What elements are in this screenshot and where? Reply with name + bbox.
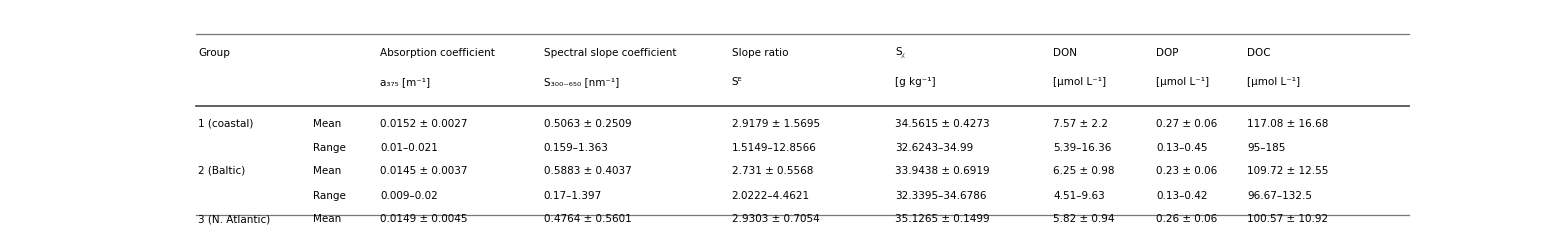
Text: 0.23 ± 0.06: 0.23 ± 0.06 [1157,166,1218,176]
Text: 95–185: 95–185 [1247,143,1285,153]
Text: 32.6243–34.99: 32.6243–34.99 [895,143,973,153]
Text: 0.26 ± 0.06: 0.26 ± 0.06 [1157,214,1218,224]
Text: Range: Range [313,143,346,153]
Text: 2.731 ± 0.5568: 2.731 ± 0.5568 [732,166,814,176]
Text: DOC: DOC [1247,48,1271,58]
Text: 5.82 ± 0.94: 5.82 ± 0.94 [1053,214,1114,224]
Text: 0.17–1.397: 0.17–1.397 [543,190,603,201]
Text: 0.5883 ± 0.4037: 0.5883 ± 0.4037 [543,166,631,176]
Text: S₃₀₀₋₆₅₀ [nm⁻¹]: S₃₀₀₋₆₅₀ [nm⁻¹] [543,77,620,87]
Text: S⁁: S⁁ [895,47,905,58]
Text: 0.01–0.021: 0.01–0.021 [380,143,438,153]
Text: [μmol L⁻¹]: [μmol L⁻¹] [1247,77,1301,87]
Text: 0.13–0.42: 0.13–0.42 [1157,190,1208,201]
Text: 4.51–9.63: 4.51–9.63 [1053,190,1105,201]
Text: [g kg⁻¹]: [g kg⁻¹] [895,77,936,87]
Text: 0.0152 ± 0.0027: 0.0152 ± 0.0027 [380,119,468,129]
Text: 0.159–1.363: 0.159–1.363 [543,143,609,153]
Text: 2 (Baltic): 2 (Baltic) [199,166,246,176]
Text: 2.0222–4.4621: 2.0222–4.4621 [732,190,809,201]
Text: 0.5063 ± 0.2509: 0.5063 ± 0.2509 [543,119,631,129]
Text: 6.25 ± 0.98: 6.25 ± 0.98 [1053,166,1114,176]
Text: Range: Range [313,190,346,201]
Text: 0.27 ± 0.06: 0.27 ± 0.06 [1157,119,1218,129]
Text: 34.5615 ± 0.4273: 34.5615 ± 0.4273 [895,119,991,129]
Text: 109.72 ± 12.55: 109.72 ± 12.55 [1247,166,1329,176]
Text: 117.08 ± 16.68: 117.08 ± 16.68 [1247,119,1329,129]
Text: 96.67–132.5: 96.67–132.5 [1247,190,1311,201]
Text: a₃₇₅ [m⁻¹]: a₃₇₅ [m⁻¹] [380,77,430,87]
Text: 5.39–16.36: 5.39–16.36 [1053,143,1111,153]
Text: 0.009–0.02: 0.009–0.02 [380,190,438,201]
Text: 0.13–0.45: 0.13–0.45 [1157,143,1208,153]
Text: Sᴱ: Sᴱ [732,77,742,87]
Text: Mean: Mean [313,166,341,176]
Text: 0.0149 ± 0.0045: 0.0149 ± 0.0045 [380,214,468,224]
Text: [μmol L⁻¹]: [μmol L⁻¹] [1157,77,1210,87]
Text: 1.5149–12.8566: 1.5149–12.8566 [732,143,817,153]
Text: 100.57 ± 10.92: 100.57 ± 10.92 [1247,214,1329,224]
Text: 33.9438 ± 0.6919: 33.9438 ± 0.6919 [895,166,991,176]
Text: 3 (N. Atlantic): 3 (N. Atlantic) [199,214,271,224]
Text: Group: Group [199,48,230,58]
Text: 1 (coastal): 1 (coastal) [199,119,254,129]
Text: 32.3395–34.6786: 32.3395–34.6786 [895,190,988,201]
Text: 2.9303 ± 0.7054: 2.9303 ± 0.7054 [732,214,820,224]
Text: 35.1265 ± 0.1499: 35.1265 ± 0.1499 [895,214,991,224]
Text: 0.0145 ± 0.0037: 0.0145 ± 0.0037 [380,166,468,176]
Text: 7.57 ± 2.2: 7.57 ± 2.2 [1053,119,1108,129]
Text: Mean: Mean [313,119,341,129]
Text: 0.4764 ± 0.5601: 0.4764 ± 0.5601 [543,214,631,224]
Text: DOP: DOP [1157,48,1178,58]
Text: 2.9179 ± 1.5695: 2.9179 ± 1.5695 [732,119,820,129]
Text: Absorption coefficient: Absorption coefficient [380,48,495,58]
Text: Spectral slope coefficient: Spectral slope coefficient [543,48,676,58]
Text: Slope ratio: Slope ratio [732,48,789,58]
Text: [μmol L⁻¹]: [μmol L⁻¹] [1053,77,1106,87]
Text: Mean: Mean [313,214,341,224]
Text: DON: DON [1053,48,1077,58]
